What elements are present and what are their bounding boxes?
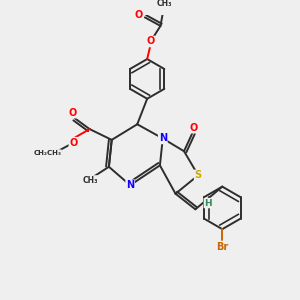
Text: N: N	[159, 134, 167, 143]
Text: H: H	[204, 199, 212, 208]
Text: Br: Br	[216, 242, 228, 252]
Text: O: O	[146, 37, 155, 46]
Text: O: O	[69, 138, 78, 148]
Text: CH₃: CH₃	[82, 176, 98, 184]
Text: CH₂CH₃: CH₂CH₃	[33, 150, 61, 156]
Text: N: N	[126, 180, 134, 190]
Text: CH₃: CH₃	[156, 0, 172, 8]
Text: S: S	[195, 170, 202, 180]
Text: O: O	[68, 108, 77, 118]
Text: O: O	[190, 123, 198, 133]
Text: O: O	[134, 11, 143, 20]
